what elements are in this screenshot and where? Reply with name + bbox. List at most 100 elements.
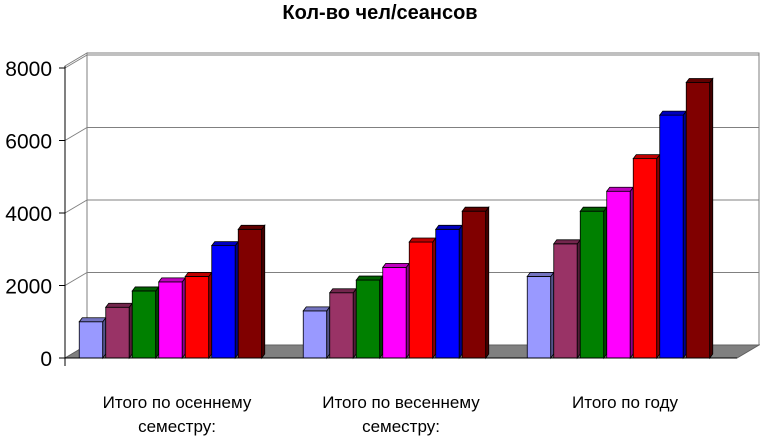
bar-front	[606, 190, 631, 359]
bar-side	[656, 153, 661, 360]
x-category-label-line: семестру:	[362, 417, 440, 436]
bar-front	[526, 276, 552, 359]
bar-top	[434, 224, 464, 230]
bar	[461, 205, 490, 360]
bar	[355, 274, 384, 360]
bar	[184, 271, 213, 360]
y-tick-label: 2000	[5, 276, 52, 299]
bar-front	[461, 210, 487, 359]
gridline-side	[64, 127, 88, 141]
x-category-label: Итого по весеннему семестру:	[322, 393, 480, 436]
bar-top	[157, 277, 187, 283]
bar-side	[682, 109, 687, 360]
bar-top	[381, 262, 411, 268]
bar	[131, 285, 160, 360]
bar-front	[105, 306, 130, 359]
bars	[78, 77, 714, 360]
bar-top	[552, 239, 582, 245]
bar	[328, 287, 358, 360]
bar	[104, 302, 134, 360]
bar-front	[553, 243, 578, 359]
chart-title: Кол-во чел/сеансов	[282, 2, 477, 24]
bar-side	[709, 77, 714, 360]
y-tick-label: 6000	[5, 131, 52, 154]
bar-top	[605, 186, 635, 192]
x-category-label-line: Итого по весеннему	[322, 393, 480, 412]
gridline-side	[64, 199, 88, 214]
bar-front	[408, 241, 434, 359]
bar	[237, 224, 266, 360]
bar-top	[131, 286, 160, 292]
x-category-label: Итого по осеннему семестру:	[103, 393, 252, 436]
bar-top	[658, 110, 688, 116]
bar-side	[603, 205, 608, 360]
bar	[302, 305, 331, 360]
bar-front	[579, 210, 605, 359]
bar-side	[234, 240, 239, 360]
bar	[157, 276, 187, 360]
y-axis: 0 2000 4000 6000 8000	[5, 58, 66, 371]
bar-top	[685, 78, 714, 83]
bar	[552, 238, 582, 360]
bar-top	[184, 272, 213, 277]
bar-side	[261, 224, 266, 360]
bar-front	[329, 292, 354, 359]
bar-side	[352, 287, 357, 360]
bar-side	[576, 238, 581, 360]
bar-top	[302, 306, 331, 312]
x-category-label-line: семестру:	[138, 417, 216, 436]
bar-front	[632, 158, 658, 359]
bar-front	[382, 266, 407, 359]
bar-side	[155, 285, 160, 360]
bar-side	[485, 205, 490, 360]
bar	[78, 316, 107, 360]
bar-front	[355, 279, 381, 359]
bar-side	[405, 262, 410, 360]
gridline-side	[64, 272, 88, 286]
bar-front	[184, 276, 210, 359]
bar	[434, 224, 464, 360]
bar-front	[211, 245, 236, 359]
x-category-label-line: Итого по году	[572, 393, 678, 412]
x-category-label-line: Итого по осеннему	[103, 393, 252, 412]
bar-top	[328, 288, 358, 294]
bar	[632, 153, 661, 360]
bar-top	[355, 275, 384, 281]
bar-side	[458, 224, 463, 360]
y-tick-label: 8000	[5, 58, 52, 81]
bar-side	[102, 316, 107, 360]
y-tick-label: 4000	[5, 203, 52, 226]
bar-front	[78, 321, 104, 359]
x-category-label: Итого по году	[572, 393, 678, 412]
bar-front	[659, 114, 684, 359]
bar-side	[379, 274, 384, 360]
bar-side	[432, 236, 437, 360]
bar-front	[435, 228, 460, 359]
bar-front	[158, 281, 183, 359]
bar	[605, 186, 635, 360]
bar-side	[629, 186, 634, 360]
bar-front	[237, 228, 263, 359]
bar-top	[632, 154, 661, 160]
bar	[579, 205, 608, 360]
gridline-side	[64, 54, 88, 69]
bar	[685, 77, 714, 360]
bar-side	[208, 271, 213, 360]
bar-top	[210, 241, 240, 247]
bar-side	[128, 302, 133, 360]
bar-top	[408, 237, 437, 243]
bar-top	[237, 224, 266, 230]
bar-side	[326, 305, 331, 360]
bar-top	[461, 206, 490, 212]
bar	[408, 236, 437, 360]
bar-top	[78, 317, 107, 323]
bar-front	[131, 290, 157, 359]
bar-front	[302, 310, 328, 359]
bar	[658, 109, 688, 360]
bar-top	[579, 206, 608, 212]
bar-top	[526, 272, 555, 277]
bar-side	[181, 276, 186, 360]
bar	[526, 271, 555, 360]
bar	[381, 262, 411, 360]
